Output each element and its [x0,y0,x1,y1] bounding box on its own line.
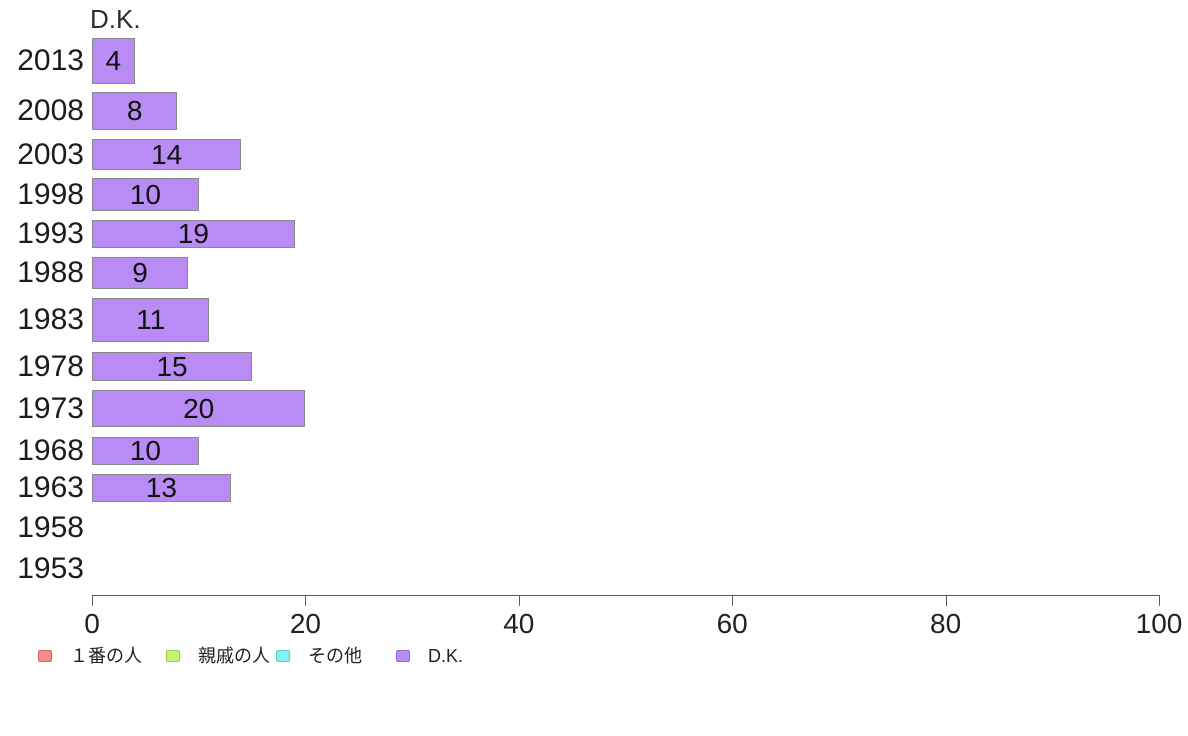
year-label: 2013 [17,44,84,77]
year-label: 1953 [17,552,84,585]
bar-value-label: 15 [156,350,188,382]
x-axis-tick [945,596,947,606]
x-axis-tick [305,596,307,606]
legend-label: 親戚の人 [198,646,270,666]
legend-label: D.K. [428,646,464,666]
bar: 9 [92,256,189,289]
year-label: 1993 [17,217,84,250]
x-tick-label: 80 [930,608,962,639]
bar: 8 [92,92,178,130]
bar: 4 [92,38,135,84]
bar-value-label: 8 [126,95,143,126]
bar: 13 [92,474,231,502]
legend-swatch-icon [276,650,290,662]
legend-item: １番の人 [38,646,142,666]
bar: 15 [92,350,253,382]
legend-item: D.K. [396,646,464,666]
bar: 14 [92,138,242,170]
x-tick-label: 20 [289,608,321,639]
x-axis-line [92,595,1160,596]
year-label: 1983 [17,303,84,336]
year-label: 1973 [17,391,84,425]
bar: 19 [92,220,295,248]
legend-label: その他 [308,646,362,666]
bar-value-label: 10 [129,178,161,210]
bar-value-label: 19 [177,218,209,249]
year-label: 1963 [17,471,84,504]
x-tick-label: 100 [1135,608,1183,639]
legend-label: １番の人 [70,646,142,666]
x-axis-tick [1159,596,1160,606]
bar-value-label: 4 [105,45,122,76]
bar-value-label: 13 [145,472,177,503]
x-tick-label: 0 [84,608,100,639]
bar-value-label: 11 [136,304,166,335]
year-label: 1968 [17,433,84,467]
year-label: 1988 [17,255,84,289]
bar-value-label: 20 [183,392,215,424]
chart-title: D.K. [90,4,141,34]
x-tick-label: 60 [716,608,748,639]
year-label: 2003 [17,137,84,171]
year-label: 1998 [17,177,84,211]
legend-item: 親戚の人 [166,646,270,666]
year-label: 1958 [17,511,84,544]
x-axis-tick [732,596,734,606]
bar: 10 [92,178,199,211]
x-tick-label: 40 [503,608,535,639]
legend-swatch-icon [166,650,180,662]
bar: 10 [92,434,199,466]
legend-swatch-icon [396,650,410,662]
x-axis-tick [518,596,520,606]
bar-value-label: 9 [132,256,148,288]
legend-item: その他 [276,646,362,666]
year-label: 1978 [17,349,84,383]
bar-value-label: 10 [129,434,161,466]
legend-swatch-icon [38,650,52,662]
bar: 20 [92,390,306,427]
bar-value-label: 14 [151,138,183,170]
bar: 11 [92,298,210,342]
year-label: 2008 [17,94,84,127]
x-axis-tick [92,596,93,606]
